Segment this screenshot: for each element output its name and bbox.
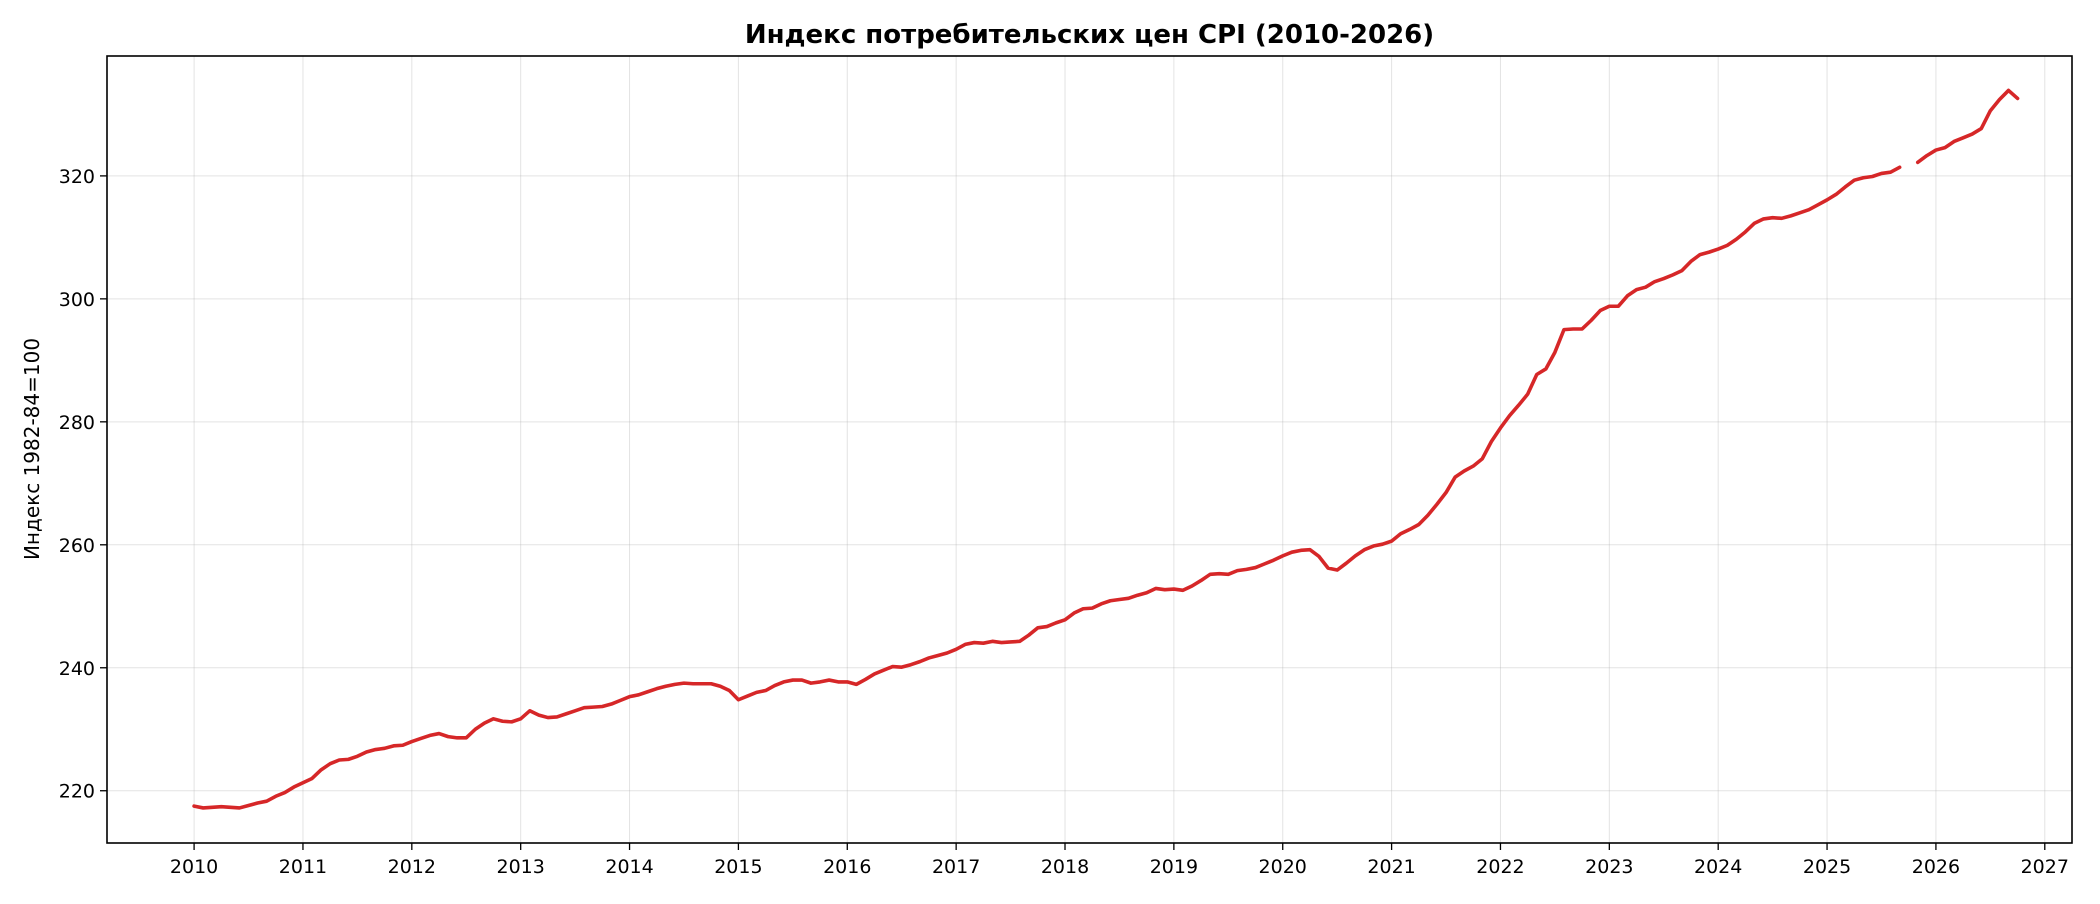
x-tick-label: 2012	[388, 856, 436, 878]
x-tick-label: 2010	[170, 856, 218, 878]
tick-layer: 2010 2011 2012 2013 2014 2015 2016 2017 2018 2019…	[59, 166, 2069, 878]
x-tick-label: 2022	[1476, 856, 1524, 878]
x-tick-label: 2016	[823, 856, 871, 878]
x-tick-label: 2015	[714, 856, 762, 878]
y-tick-label: 320	[59, 166, 95, 188]
series-layer	[192, 88, 2020, 810]
y-tick-label: 280	[59, 412, 95, 434]
y-tick-label: 240	[59, 658, 95, 680]
x-tick-label: 2017	[932, 856, 980, 878]
cpi-series-line	[192, 165, 1902, 810]
x-tick-label: 2019	[1150, 856, 1198, 878]
x-tick-label: 2021	[1367, 856, 1415, 878]
x-tick-label: 2020	[1259, 856, 1307, 878]
x-tick-label: 2026	[1912, 856, 1960, 878]
x-tick-label: 2023	[1585, 856, 1633, 878]
x-tick-label: 2018	[1041, 856, 1089, 878]
y-tick-label: 260	[59, 535, 95, 557]
y-tick-label: 300	[59, 289, 95, 311]
y-axis-label: Индекс 1982-84=100	[20, 338, 44, 560]
grid-layer	[107, 56, 2072, 843]
plot-area-frame	[106, 55, 2073, 844]
x-tick-label: 2013	[497, 856, 545, 878]
x-tick-label: 2025	[1803, 856, 1851, 878]
x-tick-label: 2027	[2021, 856, 2069, 878]
x-tick-label: 2011	[279, 856, 327, 878]
x-tick-label: 2014	[605, 856, 653, 878]
y-tick-label: 220	[59, 781, 95, 803]
x-tick-label: 2024	[1694, 856, 1742, 878]
chart-title: Индекс потребительских цен CPI (2010-202…	[745, 20, 1434, 50]
cpi-series-line	[1915, 88, 2020, 165]
